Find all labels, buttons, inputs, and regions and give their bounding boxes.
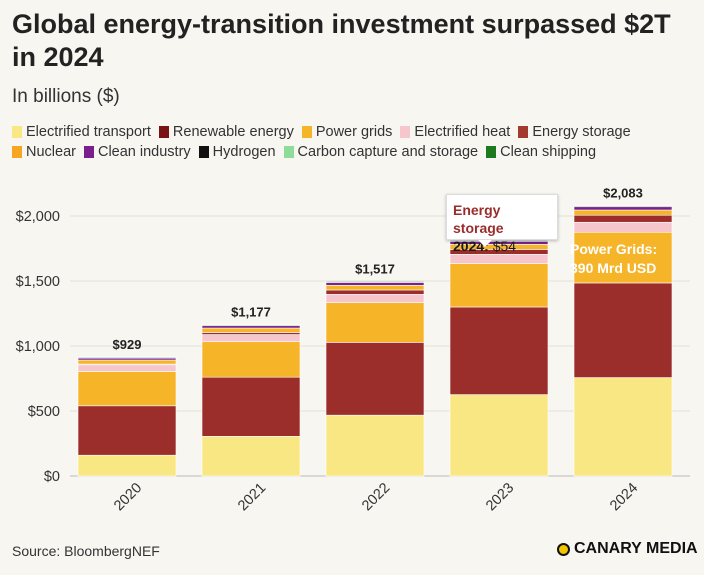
legend-item: Energy storage [518, 124, 631, 140]
bar-segment [201, 324, 301, 326]
bar-segment [573, 206, 673, 211]
y-tick-label: $500 [28, 404, 60, 420]
legend-label: Clean industry [97, 144, 191, 160]
x-tick-label: 2022 [359, 480, 393, 514]
total-label: $1,517 [355, 261, 395, 276]
legend-swatch [518, 126, 529, 138]
bar-segment [325, 281, 425, 283]
legend-swatch [158, 126, 169, 138]
y-tick-label: $1,000 [16, 339, 60, 355]
legend: Electrified transport Renewable energy Pow… [12, 122, 702, 162]
legend-label: Electrified heat [414, 124, 511, 140]
brand-name: CANARY MEDIA [574, 540, 698, 557]
bar-segment [573, 214, 673, 223]
legend-swatch [198, 146, 209, 158]
total-label: $1,177 [231, 305, 271, 320]
bar-segment [449, 306, 549, 395]
x-tick-label: 2024 [607, 480, 641, 514]
legend-row: Electrified transport Renewable energy Pow… [12, 122, 702, 142]
legend-item: Nuclear [12, 144, 76, 160]
bar-segment [201, 334, 301, 343]
bar-segment [573, 377, 673, 477]
annotation-line-1: Power Grids: [570, 241, 658, 257]
bar-segment [77, 371, 177, 407]
legend-label: Clean shipping [500, 144, 597, 160]
source-note: Source: BloombergNEF [12, 543, 160, 559]
legend-label: Electrified transport [26, 124, 151, 140]
bar-segment [77, 356, 177, 359]
legend-item: Power grids [301, 124, 393, 140]
legend-swatch [12, 126, 22, 138]
total-label: $929 [113, 337, 142, 352]
bar-segment [325, 302, 425, 343]
legend-item: Clean shipping [486, 144, 596, 160]
legend-swatch [283, 146, 294, 158]
bar-segment [449, 394, 549, 477]
legend-item: Electrified heat [400, 124, 510, 140]
bar-segment [449, 254, 549, 264]
legend-item: Renewable energy [158, 124, 294, 140]
bar-segment [201, 327, 301, 333]
legend-item: Carbon capture and storage [283, 144, 479, 160]
tooltip: Energy storage 2024: $54 [446, 194, 558, 254]
tooltip-value: $54 [492, 238, 517, 254]
legend-swatch [400, 126, 411, 138]
legend-label: Nuclear [26, 144, 76, 160]
legend-label: Renewable energy [172, 124, 294, 140]
bar-segment [201, 436, 301, 477]
tooltip-arrow [478, 240, 492, 247]
legend-row: Nuclear Clean industry Hydrogen Carbon capt… [12, 142, 702, 162]
legend-label: Power grids [315, 124, 393, 140]
bar-segment [573, 209, 673, 216]
bar-segment [573, 205, 673, 207]
legend-item: Hydrogen [198, 144, 276, 160]
bar-segment [201, 341, 301, 378]
y-tick-label: $1,500 [16, 274, 60, 290]
legend-item: Clean industry [83, 144, 191, 160]
y-tick-label: $0 [44, 469, 60, 485]
legend-swatch [486, 146, 497, 158]
x-tick-label: 2021 [235, 480, 269, 514]
legend-item: Electrified transport [12, 124, 151, 140]
legend-label: Carbon capture and storage [297, 144, 479, 160]
bar-segment [77, 359, 177, 365]
bar-segment [325, 289, 425, 295]
legend-swatch [83, 146, 94, 158]
legend-label: Hydrogen [212, 144, 276, 160]
legend-swatch [12, 146, 22, 158]
tooltip-body: 2024: $54 [453, 237, 551, 255]
canary-logo-icon [557, 542, 570, 556]
x-tick-label: 2023 [483, 480, 517, 514]
chart-title: Global energy-transition investment surp… [12, 9, 671, 72]
bar-segment [77, 454, 177, 477]
brand-logo: CANARY MEDIA [557, 540, 698, 558]
bar-segment [449, 263, 549, 308]
bar-segment [201, 376, 301, 437]
bar-segment [325, 342, 425, 416]
bar-segment [77, 405, 177, 456]
y-tick-label: $2,000 [16, 209, 60, 225]
annotation-line-2: 390 Mrd USD [570, 260, 657, 276]
tooltip-title: Energy storage [453, 202, 504, 236]
bar-segment [573, 231, 673, 284]
bar-segment [77, 364, 177, 372]
legend-swatch [301, 126, 312, 138]
legend-label: Energy storage [532, 124, 631, 140]
chart-subtitle: In billions ($) [12, 86, 120, 107]
bar-segment [325, 414, 425, 477]
bar-segment [573, 282, 673, 378]
bar-segment [449, 240, 549, 242]
bar-segment [573, 221, 673, 233]
bar-segment [325, 294, 425, 304]
x-tick-label: 2020 [111, 480, 145, 514]
bar-segment [325, 284, 425, 291]
total-label: $2,083 [603, 186, 643, 201]
bar-segment [201, 332, 301, 335]
power-grids-annotation: Power Grids: 390 Mrd USD [570, 240, 670, 278]
